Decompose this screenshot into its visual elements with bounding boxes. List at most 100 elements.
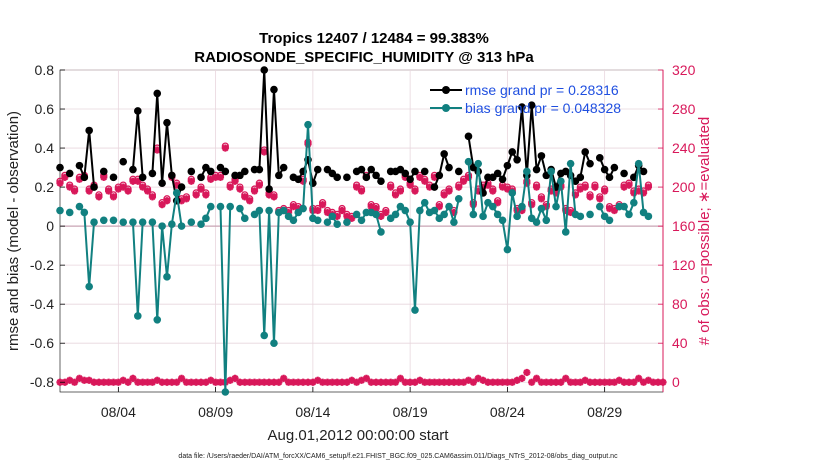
obs-used-marker	[202, 191, 210, 199]
rmse-point	[503, 161, 512, 170]
obs-star-stroke	[260, 148, 268, 156]
y-tick-label: 0.2	[35, 179, 55, 195]
rmse-point	[537, 152, 546, 160]
bias-point	[401, 206, 410, 215]
bias-point	[187, 218, 196, 227]
obs-star-stroke	[149, 193, 156, 201]
obs-star-stroke	[241, 193, 249, 201]
bias-point	[206, 202, 215, 211]
obs-used-marker	[124, 187, 132, 195]
x-axis-label: Aug.01,2012 00:00:00 start	[268, 427, 450, 444]
rmse-point	[513, 155, 521, 164]
obs-star-stroke	[231, 375, 239, 382]
obs-used-marker-bottom	[124, 378, 132, 386]
y-tick-label: -0.4	[30, 296, 54, 312]
obs-star-stroke	[523, 369, 531, 376]
rmse-point	[260, 66, 269, 74]
bias-point	[304, 120, 312, 129]
obs-star-stroke	[95, 193, 103, 201]
obs-used-marker-bottom	[528, 378, 536, 386]
bias-point	[289, 216, 298, 225]
obs-used-marker	[601, 187, 609, 195]
obs-star-stroke	[392, 378, 399, 386]
rmse-point	[445, 163, 453, 172]
y-tick-label: 0.8	[35, 62, 55, 78]
obs-used-marker	[85, 187, 93, 195]
bias-point	[518, 202, 526, 211]
bias-point	[75, 202, 84, 211]
obs-used-marker	[216, 173, 225, 181]
bias-point	[65, 208, 74, 217]
bias-point	[532, 218, 541, 227]
obs-used-marker	[241, 193, 249, 201]
bias-point	[163, 273, 171, 281]
bias-point	[343, 218, 351, 227]
plot-area	[59, 69, 664, 393]
obs-used-marker	[61, 173, 69, 181]
x-tick-label: 08/09	[198, 404, 233, 420]
obs-star-stroke	[470, 378, 477, 386]
obs-star-stroke	[411, 187, 419, 195]
obs-star-stroke	[173, 378, 181, 386]
obs-star-stroke	[314, 207, 322, 214]
bias-point	[440, 210, 448, 219]
legend-bias-marker	[442, 104, 450, 112]
bias-point	[148, 218, 157, 227]
rmse-point	[581, 148, 589, 156]
legend: rmse grand pr = 0.28316 bias grand pr = …	[430, 82, 621, 116]
obs-star-stroke	[222, 144, 229, 152]
rmse-point	[129, 165, 137, 174]
rmse-point	[576, 173, 585, 182]
obs-star-stroke	[387, 183, 395, 191]
bias-point	[625, 210, 633, 219]
obs-star-stroke	[246, 197, 253, 205]
rmse-point	[600, 165, 609, 174]
bias-point	[493, 210, 502, 219]
obs-star-stroke	[557, 378, 565, 386]
rmse-point	[99, 167, 108, 176]
rmse-point	[240, 167, 249, 176]
bias-point	[85, 282, 93, 291]
obs-star-stroke	[231, 177, 239, 185]
bias-point	[474, 159, 483, 168]
bias-point	[158, 222, 166, 230]
obs-star-stroke	[489, 187, 497, 195]
obs-used-marker	[494, 199, 502, 207]
obs-star-stroke	[538, 195, 545, 203]
obs-star-stroke	[236, 185, 244, 193]
bias-point	[542, 216, 551, 225]
bias-point	[153, 315, 162, 324]
bias-point	[240, 214, 249, 223]
obs-star-stroke	[192, 191, 200, 199]
obs-used-marker-bottom	[391, 378, 400, 386]
obs-star-stroke	[66, 376, 74, 384]
y-tick-label: -0.2	[30, 257, 54, 273]
bias-point	[586, 210, 594, 219]
obs-used-marker	[460, 177, 468, 185]
obs-star-stroke	[581, 376, 589, 384]
obs-star-stroke	[440, 191, 448, 199]
obs-used-marker	[644, 183, 653, 191]
obs-used-marker	[250, 187, 259, 195]
obs-star-stroke	[71, 187, 78, 195]
bias-point	[313, 216, 322, 225]
obs-star-stroke	[397, 375, 404, 382]
obs-star-stroke	[358, 187, 365, 195]
obs-star-stroke	[56, 179, 64, 187]
rmse-point	[265, 185, 273, 193]
obs-star-stroke	[581, 183, 589, 191]
obs-used-marker	[421, 177, 429, 185]
bias-point	[197, 220, 205, 228]
obs-used-marker	[357, 187, 366, 195]
obs-used-marker	[182, 195, 191, 203]
y-tick-label: -0.6	[30, 335, 54, 351]
y-axis-label: rmse and bias (model - observation)	[5, 111, 22, 351]
obs-star-stroke	[275, 378, 283, 386]
obs-star-stroke	[635, 375, 643, 382]
rmse-line	[78, 130, 96, 188]
rmse-point	[586, 159, 594, 168]
obs-used-marker	[445, 187, 453, 195]
y-tick-label: -0.8	[30, 374, 54, 390]
bias-point	[202, 214, 210, 223]
rmse-point	[134, 107, 142, 115]
